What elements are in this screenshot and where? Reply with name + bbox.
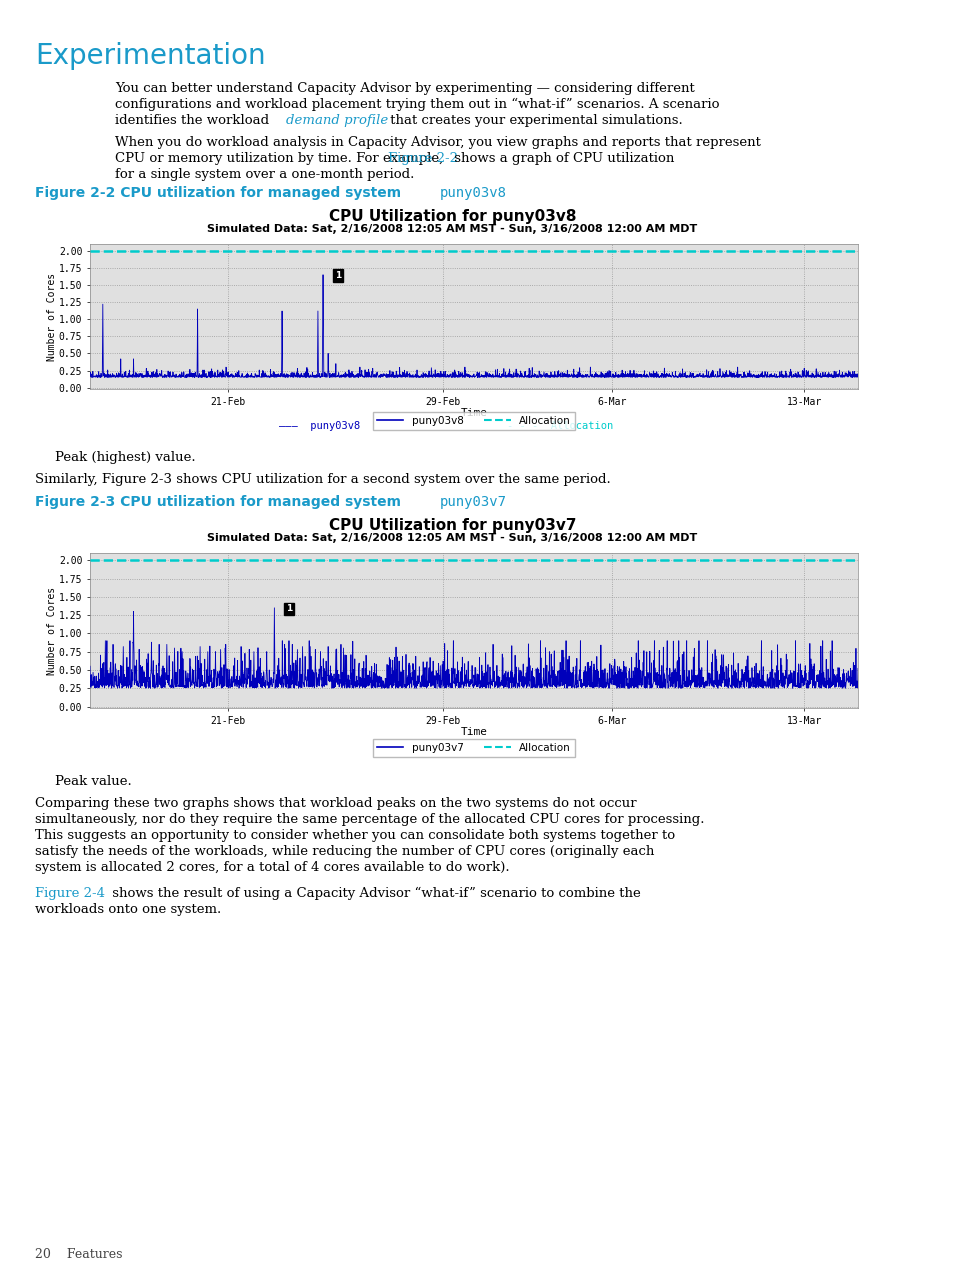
Text: 1: 1 [335,271,340,280]
Text: CPU Utilization for puny03v7: CPU Utilization for puny03v7 [329,519,576,533]
Text: Peak value.: Peak value. [55,775,132,788]
Text: This suggests an opportunity to consider whether you can consolidate both system: This suggests an opportunity to consider… [35,829,675,841]
Text: 1: 1 [38,777,46,787]
Legend: puny03v7, Allocation: puny03v7, Allocation [373,738,574,758]
Text: identifies the workload: identifies the workload [115,114,274,127]
Text: 1: 1 [286,605,292,614]
Text: configurations and workload placement trying them out in “what-if” scenarios. A : configurations and workload placement tr… [115,98,719,112]
Text: Figure 2-4: Figure 2-4 [35,887,105,900]
Text: - - -  Allocation: - - - Allocation [506,421,613,431]
Text: that creates your experimental simulations.: that creates your experimental simulatio… [386,114,682,127]
Text: shows the result of using a Capacity Advisor “what-if” scenario to combine the: shows the result of using a Capacity Adv… [108,887,640,900]
Text: Simulated Data: Sat, 2/16/2008 12:05 AM MST - Sun, 3/16/2008 12:00 AM MDT: Simulated Data: Sat, 2/16/2008 12:05 AM … [207,224,697,234]
Text: Figure 2-3 CPU utilization for managed system: Figure 2-3 CPU utilization for managed s… [35,494,405,508]
Text: satisfy the needs of the workloads, while reducing the number of CPU cores (orig: satisfy the needs of the workloads, whil… [35,845,654,858]
Text: Figure 2-2: Figure 2-2 [388,153,457,165]
Text: When you do workload analysis in Capacity Advisor, you view graphs and reports t: When you do workload analysis in Capacit… [115,136,760,149]
Text: for a single system over a one-month period.: for a single system over a one-month per… [115,168,414,180]
Text: Comparing these two graphs shows that workload peaks on the two systems do not o: Comparing these two graphs shows that wo… [35,797,636,810]
Text: simultaneously, nor do they require the same percentage of the allocated CPU cor: simultaneously, nor do they require the … [35,813,703,826]
Text: CPU Utilization for puny03v8: CPU Utilization for puny03v8 [329,208,576,224]
Text: You can better understand Capacity Advisor by experimenting — considering differ: You can better understand Capacity Advis… [115,83,694,95]
Text: system is allocated 2 cores, for a total of 4 cores available to do work).: system is allocated 2 cores, for a total… [35,860,509,874]
Y-axis label: Number of Cores: Number of Cores [48,272,57,361]
Text: ———  puny03v8: ——— puny03v8 [279,421,360,431]
Text: Figure 2-2 CPU utilization for managed system: Figure 2-2 CPU utilization for managed s… [35,186,406,200]
Text: Peak (highest) value.: Peak (highest) value. [55,451,195,464]
Text: 1: 1 [38,452,46,463]
Text: demand profile: demand profile [286,114,388,127]
X-axis label: Time: Time [460,408,487,418]
Text: puny03v8: puny03v8 [439,186,506,200]
Y-axis label: Number of Cores: Number of Cores [48,586,57,675]
Text: shows a graph of CPU utilization: shows a graph of CPU utilization [450,153,674,165]
Text: puny03v7: puny03v7 [439,494,506,508]
Text: Similarly, Figure 2-3 shows CPU utilization for a second system over the same pe: Similarly, Figure 2-3 shows CPU utilizat… [35,473,610,486]
Text: Simulated Data: Sat, 2/16/2008 12:05 AM MST - Sun, 3/16/2008 12:00 AM MDT: Simulated Data: Sat, 2/16/2008 12:05 AM … [207,533,697,543]
Text: workloads onto one system.: workloads onto one system. [35,902,221,916]
Text: Experimentation: Experimentation [35,42,265,70]
X-axis label: Time: Time [460,727,487,737]
Text: CPU or memory utilization by time. For example,: CPU or memory utilization by time. For e… [115,153,447,165]
Text: 20    Features: 20 Features [35,1248,122,1261]
Legend: puny03v8, Allocation: puny03v8, Allocation [373,412,574,430]
